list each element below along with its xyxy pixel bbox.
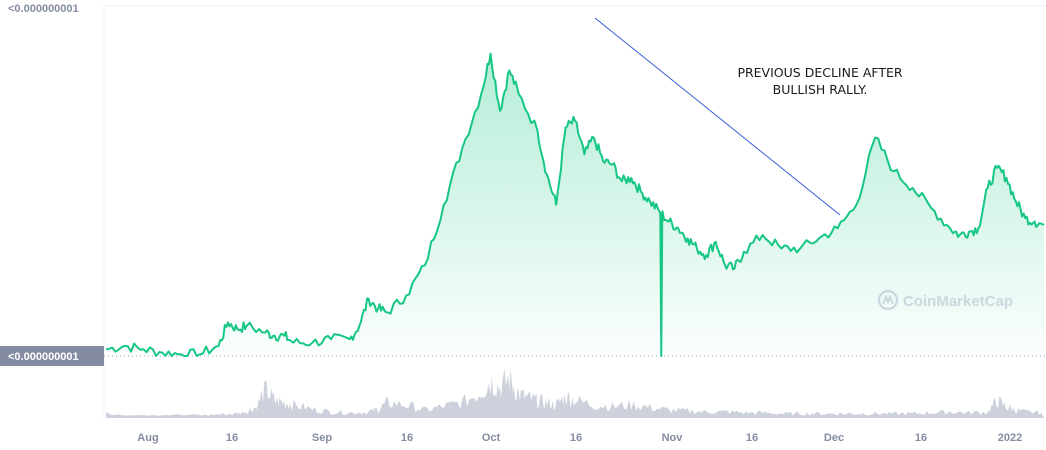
trend-line [594,17,841,216]
x-tick-label: 16 [915,432,927,444]
volume-bars [106,366,1044,418]
x-tick-label: 16 [226,432,238,444]
x-tick-label: Oct [482,432,501,444]
x-tick-label: Nov [662,432,684,444]
x-tick-label: Aug [137,432,158,444]
current-price-tag [0,346,104,366]
x-tick-label: 16 [401,432,413,444]
x-tick-label: Dec [824,432,844,444]
y-axis-top-label: <0.000000001 [8,3,79,15]
x-axis: Aug 16 Sep 16 Oct 16 Nov 16 Dec 16 2022 [137,432,1022,444]
x-tick-label: 16 [570,432,582,444]
coinmarketcap-watermark: CoinMarketCap [877,289,1013,311]
coinmarketcap-logo-icon [877,289,899,311]
price-area-fill [106,53,1044,356]
x-tick-label: 2022 [998,432,1022,444]
annotation-line-2: BULLISH RALLY. [773,82,868,97]
price-line [105,52,1045,357]
watermark-text: CoinMarketCap [903,293,1013,310]
annotation-line-1: PREVIOUS DECLINE AFTER [737,65,902,80]
current-price-tag-label: <0.000000001 [8,351,79,363]
x-tick-label: Sep [312,432,332,444]
x-tick-label: 16 [746,432,758,444]
